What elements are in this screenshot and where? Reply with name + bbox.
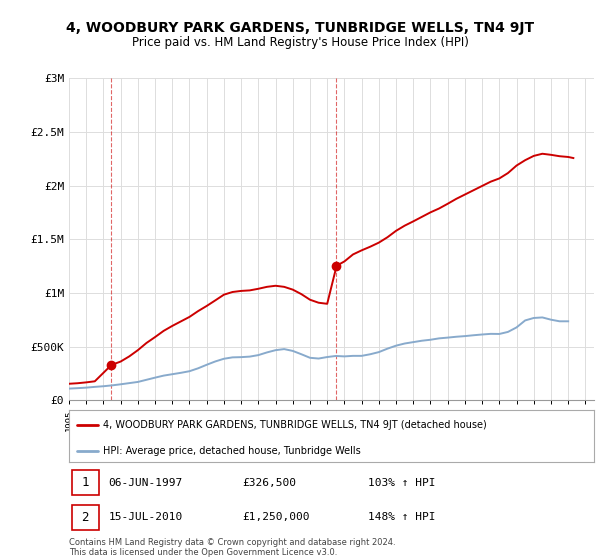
Text: £326,500: £326,500 <box>242 478 296 488</box>
Text: 2: 2 <box>82 511 89 524</box>
Text: HPI: Average price, detached house, Tunbridge Wells: HPI: Average price, detached house, Tunb… <box>103 446 361 456</box>
Text: 4, WOODBURY PARK GARDENS, TUNBRIDGE WELLS, TN4 9JT (detached house): 4, WOODBURY PARK GARDENS, TUNBRIDGE WELL… <box>103 420 487 430</box>
Text: 15-JUL-2010: 15-JUL-2010 <box>109 512 182 522</box>
Text: 4, WOODBURY PARK GARDENS, TUNBRIDGE WELLS, TN4 9JT: 4, WOODBURY PARK GARDENS, TUNBRIDGE WELL… <box>66 21 534 35</box>
Text: 1: 1 <box>82 477 89 489</box>
Text: £1,250,000: £1,250,000 <box>242 512 310 522</box>
FancyBboxPatch shape <box>71 470 99 496</box>
Text: 103% ↑ HPI: 103% ↑ HPI <box>368 478 436 488</box>
Text: 148% ↑ HPI: 148% ↑ HPI <box>368 512 436 522</box>
Text: 06-JUN-1997: 06-JUN-1997 <box>109 478 182 488</box>
FancyBboxPatch shape <box>71 505 99 530</box>
Text: Contains HM Land Registry data © Crown copyright and database right 2024.
This d: Contains HM Land Registry data © Crown c… <box>69 538 395 557</box>
Text: Price paid vs. HM Land Registry's House Price Index (HPI): Price paid vs. HM Land Registry's House … <box>131 36 469 49</box>
